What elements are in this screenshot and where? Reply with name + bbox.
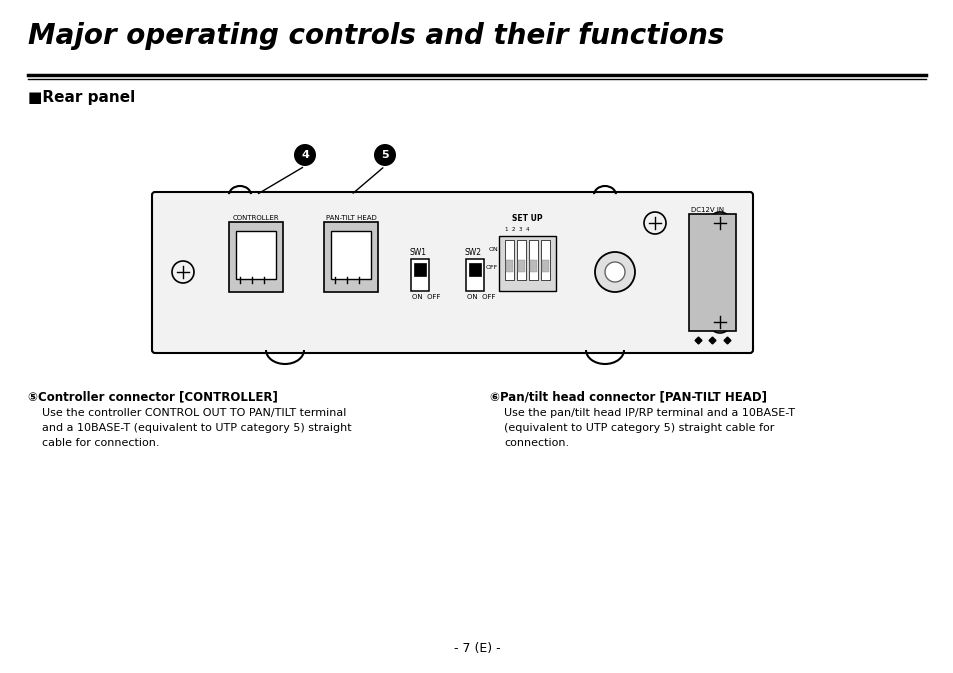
FancyBboxPatch shape [688, 214, 735, 331]
Circle shape [172, 261, 193, 283]
FancyBboxPatch shape [517, 260, 524, 272]
FancyBboxPatch shape [411, 259, 429, 291]
Text: ON  OFF: ON OFF [412, 294, 440, 300]
Text: OFF: OFF [485, 265, 497, 270]
Text: ON  OFF: ON OFF [467, 294, 495, 300]
Text: ⑤Controller connector [CONTROLLER]: ⑤Controller connector [CONTROLLER] [28, 390, 277, 403]
Text: CONTROLLER: CONTROLLER [233, 215, 279, 221]
Text: Major operating controls and their functions: Major operating controls and their funct… [28, 22, 723, 50]
FancyBboxPatch shape [414, 263, 426, 276]
FancyBboxPatch shape [324, 222, 377, 292]
FancyBboxPatch shape [541, 260, 548, 272]
FancyBboxPatch shape [529, 240, 537, 280]
Text: SW1: SW1 [410, 248, 427, 257]
Circle shape [604, 262, 624, 282]
Text: Use the controller CONTROL OUT TO PAN/TILT terminal
and a 10BASE-T (equivalent t: Use the controller CONTROL OUT TO PAN/TI… [42, 408, 352, 448]
Text: 5: 5 [381, 150, 389, 160]
Text: SW2: SW2 [464, 248, 481, 257]
FancyBboxPatch shape [505, 260, 513, 272]
FancyBboxPatch shape [540, 240, 550, 280]
Text: ON: ON [488, 247, 497, 252]
Circle shape [643, 212, 665, 234]
Text: Use the pan/tilt head IP/RP terminal and a 10BASE-T
(equivalent to UTP category : Use the pan/tilt head IP/RP terminal and… [503, 408, 794, 448]
FancyBboxPatch shape [530, 260, 537, 272]
FancyBboxPatch shape [235, 231, 275, 279]
Circle shape [708, 212, 730, 234]
Text: ⑥Pan/tilt head connector [PAN-TILT HEAD]: ⑥Pan/tilt head connector [PAN-TILT HEAD] [490, 390, 766, 403]
FancyBboxPatch shape [331, 231, 371, 279]
FancyBboxPatch shape [229, 222, 283, 292]
Text: PAN-TILT HEAD: PAN-TILT HEAD [325, 215, 376, 221]
FancyBboxPatch shape [152, 192, 752, 353]
Text: SET UP: SET UP [512, 214, 542, 223]
Text: ■Rear panel: ■Rear panel [28, 90, 135, 105]
Circle shape [708, 311, 730, 333]
Text: - 7 (E) -: - 7 (E) - [454, 642, 499, 655]
Text: DC12V IN: DC12V IN [690, 207, 723, 213]
FancyBboxPatch shape [465, 259, 483, 291]
FancyBboxPatch shape [517, 240, 525, 280]
Circle shape [595, 252, 635, 292]
Circle shape [294, 144, 315, 166]
Text: 4: 4 [301, 150, 309, 160]
Text: 1  2  3  4: 1 2 3 4 [504, 227, 529, 232]
FancyBboxPatch shape [498, 236, 556, 291]
FancyBboxPatch shape [469, 263, 480, 276]
FancyBboxPatch shape [504, 240, 514, 280]
Circle shape [374, 144, 395, 166]
